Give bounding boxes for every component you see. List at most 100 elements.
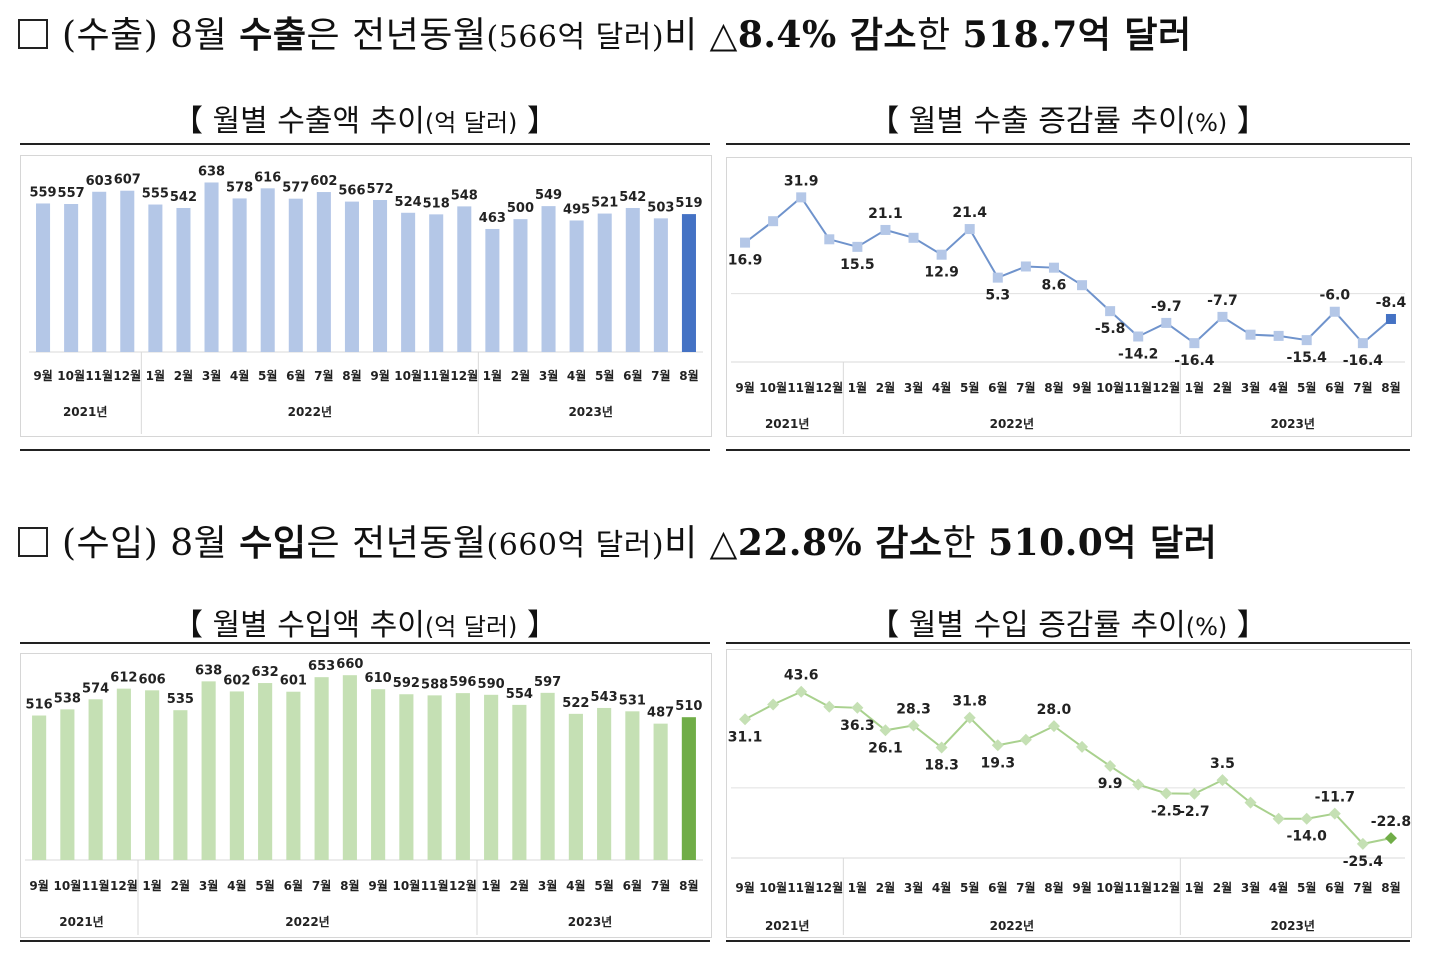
bar xyxy=(653,723,668,860)
data-label: 632 xyxy=(252,665,279,680)
bar xyxy=(371,689,386,860)
data-label: 606 xyxy=(139,672,166,687)
data-point xyxy=(1160,787,1173,800)
divider xyxy=(726,642,1410,644)
data-label: 549 xyxy=(535,188,562,203)
category-tick-label: 3월 xyxy=(199,878,218,893)
import-headline-part: △22.8% 감소 xyxy=(709,522,943,564)
category-tick-label: 3월 xyxy=(539,368,558,383)
data-label: 503 xyxy=(647,200,674,215)
data-point xyxy=(879,724,892,737)
category-tick-label: 5월 xyxy=(960,880,979,895)
category-tick-label: 6월 xyxy=(1325,380,1344,395)
data-label: 555 xyxy=(142,187,169,202)
data-point xyxy=(1047,720,1060,733)
bar xyxy=(32,715,47,860)
divider xyxy=(20,940,710,942)
bar xyxy=(60,709,75,860)
data-point xyxy=(1216,774,1229,787)
data-label: 524 xyxy=(395,195,422,210)
export-headline-part: (수출) 8월 xyxy=(62,15,240,56)
category-tick-label: 9월 xyxy=(33,368,52,383)
category-tick-label: 6월 xyxy=(988,380,1007,395)
year-group-label: 2022년 xyxy=(990,919,1034,933)
bar xyxy=(427,695,442,860)
bar xyxy=(597,707,612,860)
data-label: -7.7 xyxy=(1207,293,1238,309)
data-label: 603 xyxy=(86,174,113,189)
data-label: 463 xyxy=(479,211,506,226)
category-tick-label: 2월 xyxy=(174,368,193,383)
category-tick-label: 7월 xyxy=(1353,380,1372,395)
data-label: 21.1 xyxy=(868,206,903,222)
title-unit: (%) xyxy=(1185,613,1228,641)
data-label: 518 xyxy=(423,196,450,211)
bar xyxy=(485,228,500,352)
year-group-label: 2023년 xyxy=(1270,919,1314,933)
bar xyxy=(681,214,696,352)
category-tick-label: 5월 xyxy=(1297,380,1316,395)
data-label: 601 xyxy=(280,674,307,689)
data-point xyxy=(1245,329,1256,340)
data-point xyxy=(767,698,780,711)
data-point xyxy=(1104,760,1117,773)
category-tick-label: 6월 xyxy=(623,368,642,383)
category-tick-label: 10월 xyxy=(1096,880,1124,895)
data-label: 3.5 xyxy=(1210,756,1235,772)
data-label: -22.8 xyxy=(1371,814,1411,830)
category-tick-label: 4월 xyxy=(1269,880,1288,895)
import-amount-svg: 9월 10월 11월 12월 1월 2월 3월 4월 5월 6월 7월 8월 9월 10월 11월 12월 1월… xyxy=(25,657,703,935)
data-label: 500 xyxy=(507,201,534,216)
category-tick-label: 12월 xyxy=(815,380,843,395)
category-tick-label: 1월 xyxy=(142,878,161,893)
bar xyxy=(597,213,612,352)
bar xyxy=(429,214,444,352)
data-point xyxy=(796,192,807,203)
export-rate-svg: 9월 10월 11월 12월 1월 2월 3월 4월 5월 6월 7월 8월 9월 10월 11월 12월 1월… xyxy=(728,173,1407,434)
category-tick-label: 1월 xyxy=(1185,880,1204,895)
category-tick-label: 9월 xyxy=(370,368,389,383)
divider xyxy=(726,143,1410,145)
title-text: 】 xyxy=(517,104,557,139)
category-tick-label: 10월 xyxy=(759,380,787,395)
bar xyxy=(513,219,528,352)
year-group-label: 2022년 xyxy=(990,417,1034,431)
year-group-label: 2022년 xyxy=(285,915,329,929)
title-text: 】 xyxy=(517,608,557,643)
category-tick-label: 2월 xyxy=(876,880,895,895)
title-text: 【 월별 수출 증감률 추이 xyxy=(869,104,1186,139)
data-point xyxy=(1048,262,1059,273)
year-group-label: 2023년 xyxy=(568,405,612,419)
export-headline-part: 518.7억 달러 xyxy=(962,14,1192,56)
data-point xyxy=(1020,261,1031,272)
data-label: 12.9 xyxy=(924,265,959,281)
bar xyxy=(148,204,163,352)
bar xyxy=(260,188,275,352)
category-tick-label: 11월 xyxy=(787,880,815,895)
category-tick-label: 8월 xyxy=(1044,880,1063,895)
import-headline-part: (수입) 8월 xyxy=(62,523,240,564)
divider xyxy=(726,449,1410,451)
data-label: 43.6 xyxy=(784,668,819,684)
category-tick-label: 12월 xyxy=(1152,380,1180,395)
category-tick-label: 7월 xyxy=(312,878,331,893)
bar xyxy=(173,710,188,860)
category-tick-label: 11월 xyxy=(421,878,449,893)
bar xyxy=(229,691,244,860)
export-headline-part: △8.4% 감소 xyxy=(709,14,917,56)
data-label: -16.4 xyxy=(1174,353,1215,369)
category-tick-label: 2월 xyxy=(1213,880,1232,895)
divider xyxy=(20,143,710,145)
category-tick-label: 11월 xyxy=(82,878,110,893)
category-tick-label: 12월 xyxy=(815,880,843,895)
bar xyxy=(373,200,388,352)
import-headline-part: (660억 달러) xyxy=(486,528,665,563)
import-headline-part: 한 xyxy=(942,523,989,564)
category-tick-label: 9월 xyxy=(1072,380,1091,395)
data-point xyxy=(991,739,1004,752)
bar xyxy=(258,683,273,860)
data-label: 519 xyxy=(675,196,702,211)
category-tick-label: 6월 xyxy=(286,368,305,383)
category-tick-label: 2월 xyxy=(511,368,530,383)
data-label: 638 xyxy=(195,663,222,678)
